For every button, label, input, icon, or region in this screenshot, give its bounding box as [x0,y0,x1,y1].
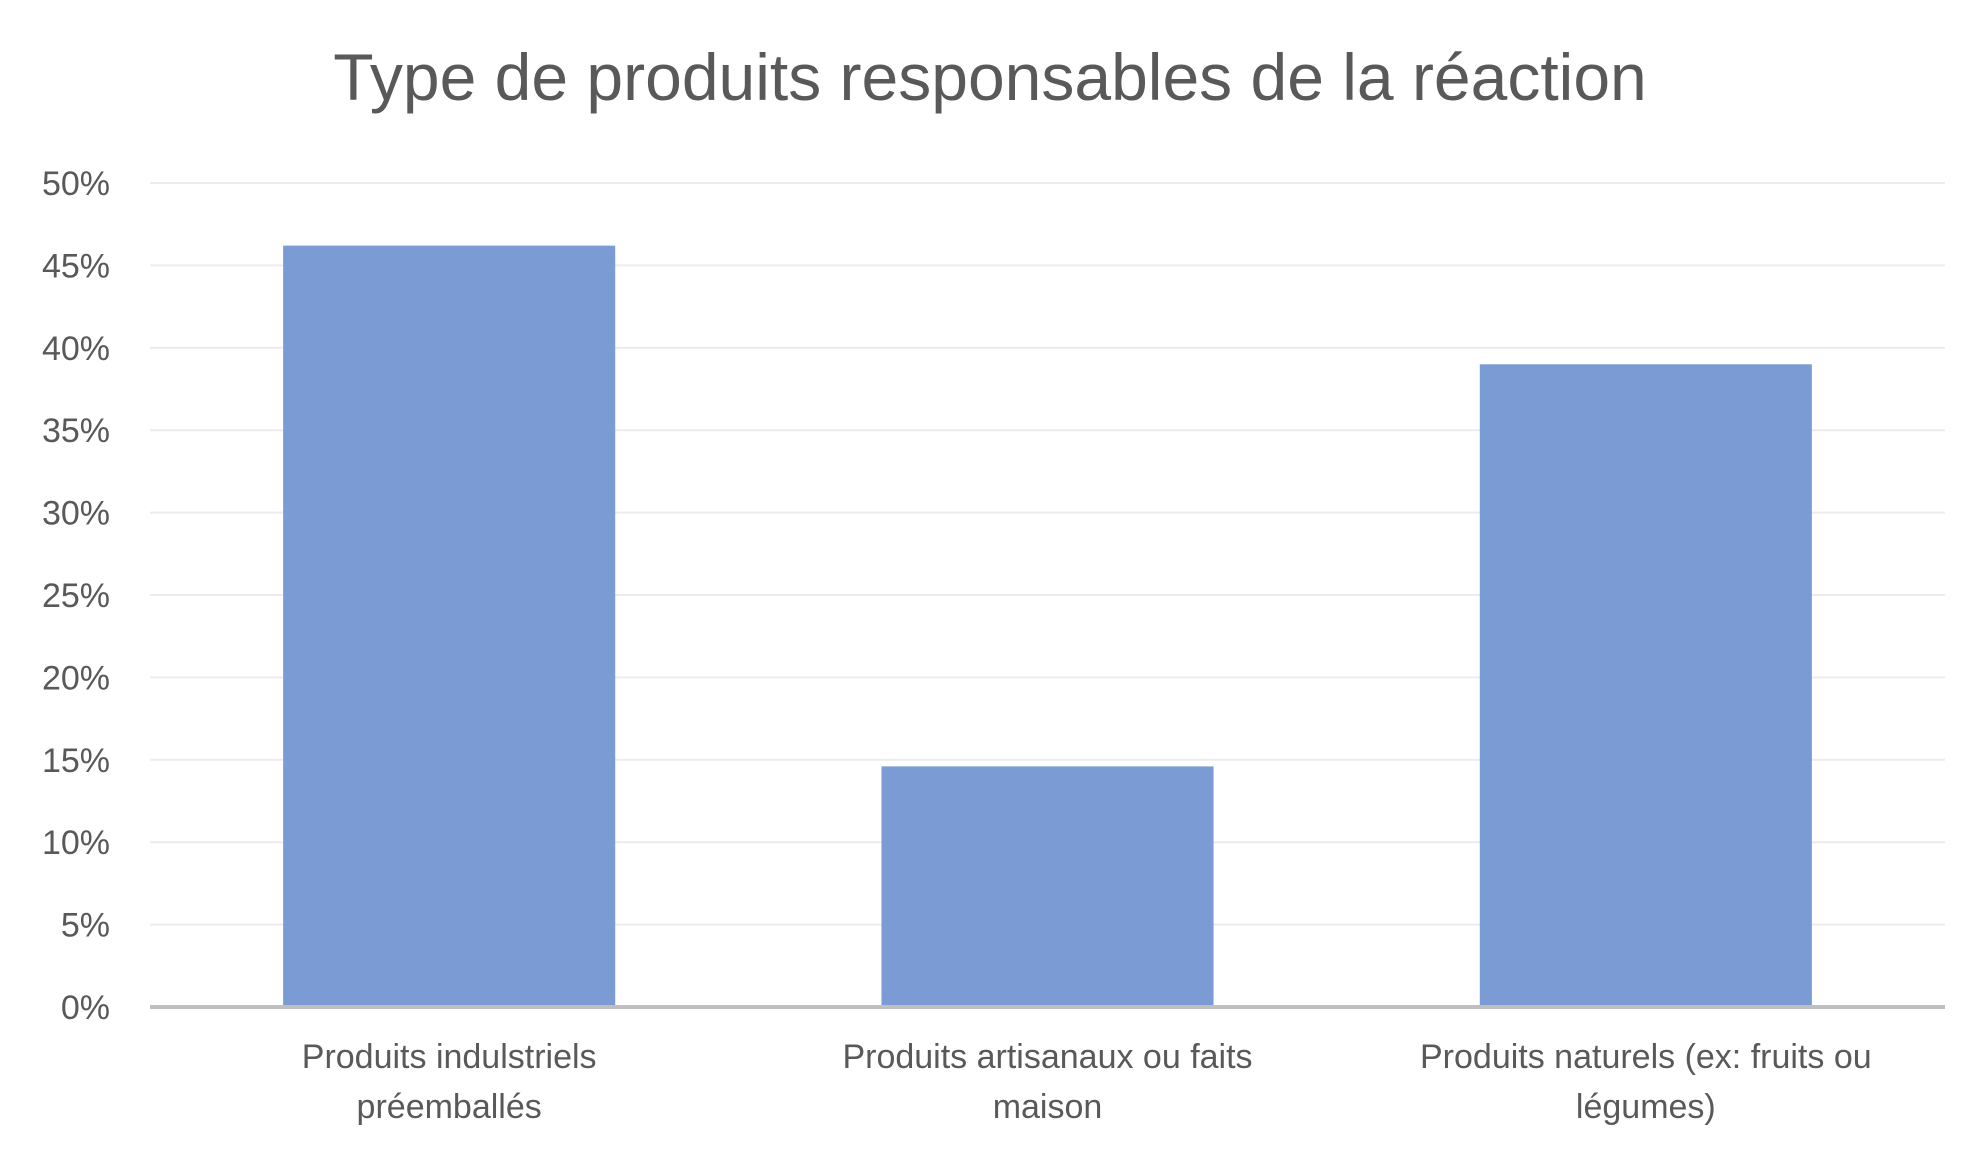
y-tick-label: 25% [42,577,110,615]
y-tick-label: 50% [42,165,110,203]
y-tick-label: 10% [42,824,110,862]
y-tick-label: 40% [42,330,110,368]
y-tick-label: 5% [61,907,110,945]
bars [283,245,1812,1007]
bar [283,245,616,1007]
y-tick-label: 35% [42,412,110,450]
x-axis-labels: Produits indulstriels préemballés Produits… [302,1038,1872,1126]
bar [881,766,1214,1007]
x-tick-label: Produits indulstriels préemballés [302,1038,597,1126]
y-axis-ticks: 0% 5% 10% 15% 20% 25% 30% 35% 40% 45% 50% [42,165,110,1027]
x-tick-label: Produits naturels (ex: fruits ou légumes) [1420,1038,1872,1126]
y-tick-label: 15% [42,742,110,780]
chart-title: Type de produits responsables de la réac… [333,40,1647,114]
x-tick-label: Produits artisanaux ou faits maison [842,1038,1252,1126]
y-tick-label: 30% [42,495,110,533]
bar [1479,364,1812,1007]
y-tick-label: 45% [42,247,110,285]
y-tick-label: 0% [61,989,110,1027]
y-tick-label: 20% [42,659,110,697]
